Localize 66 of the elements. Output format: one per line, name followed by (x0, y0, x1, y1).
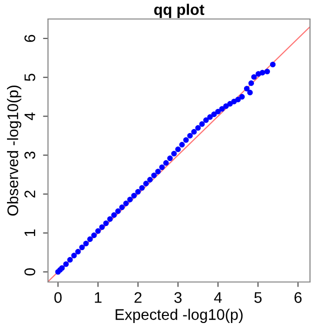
point (211, 112, 217, 118)
x-tick-label: 5 (254, 292, 262, 303)
point (247, 90, 253, 96)
point (63, 261, 69, 267)
point (67, 257, 73, 263)
point (203, 117, 209, 123)
point (183, 137, 189, 143)
point (159, 164, 165, 170)
y-axis-title: Observed -log10(p) (7, 86, 22, 216)
point (151, 172, 157, 178)
y-tick-label: 3 (24, 152, 36, 159)
point (95, 228, 101, 234)
point (179, 142, 185, 148)
point (75, 248, 81, 254)
point (155, 168, 161, 174)
point (99, 224, 105, 230)
point (163, 160, 169, 166)
point (111, 212, 117, 218)
point (223, 103, 229, 109)
point (199, 121, 205, 127)
x-tick-label: 0 (54, 292, 62, 303)
point (91, 232, 97, 238)
x-tick-label: 2 (134, 292, 142, 303)
y-tick-label: 6 (24, 34, 36, 42)
point (227, 101, 233, 107)
x-tick-label: 4 (214, 292, 222, 303)
point (175, 146, 181, 152)
point (251, 74, 257, 80)
point (107, 216, 113, 222)
y-tick-label: 0 (24, 268, 36, 276)
point (270, 62, 276, 68)
point (131, 192, 137, 198)
y-tick-label: 2 (24, 190, 36, 198)
point (264, 68, 270, 74)
point (119, 204, 125, 210)
point (87, 236, 93, 242)
y-tick-label: 5 (24, 74, 36, 81)
x-axis-title: Expected -log10(p) (116, 308, 243, 323)
chart-title: qq plot (154, 4, 204, 18)
point (139, 185, 145, 191)
point (79, 244, 85, 250)
point (127, 196, 133, 202)
point (143, 180, 149, 186)
point (239, 94, 245, 100)
x-tick-label: 1 (94, 292, 102, 303)
point (115, 208, 121, 214)
y-tick-label: 1 (24, 229, 36, 236)
point (248, 80, 254, 86)
point (215, 108, 221, 114)
y-tick-label: 4 (24, 112, 36, 120)
point (219, 106, 225, 112)
point (244, 86, 250, 92)
x-tick-label: 6 (294, 292, 302, 303)
point (103, 220, 109, 226)
point (195, 125, 201, 131)
point (167, 156, 173, 162)
x-tick-label: 3 (174, 292, 182, 303)
point (71, 252, 77, 258)
point (187, 132, 193, 138)
point (171, 150, 177, 156)
point (135, 188, 141, 195)
point (260, 70, 266, 76)
point (83, 240, 89, 246)
point (147, 176, 153, 182)
point (191, 129, 197, 135)
point (123, 200, 129, 206)
